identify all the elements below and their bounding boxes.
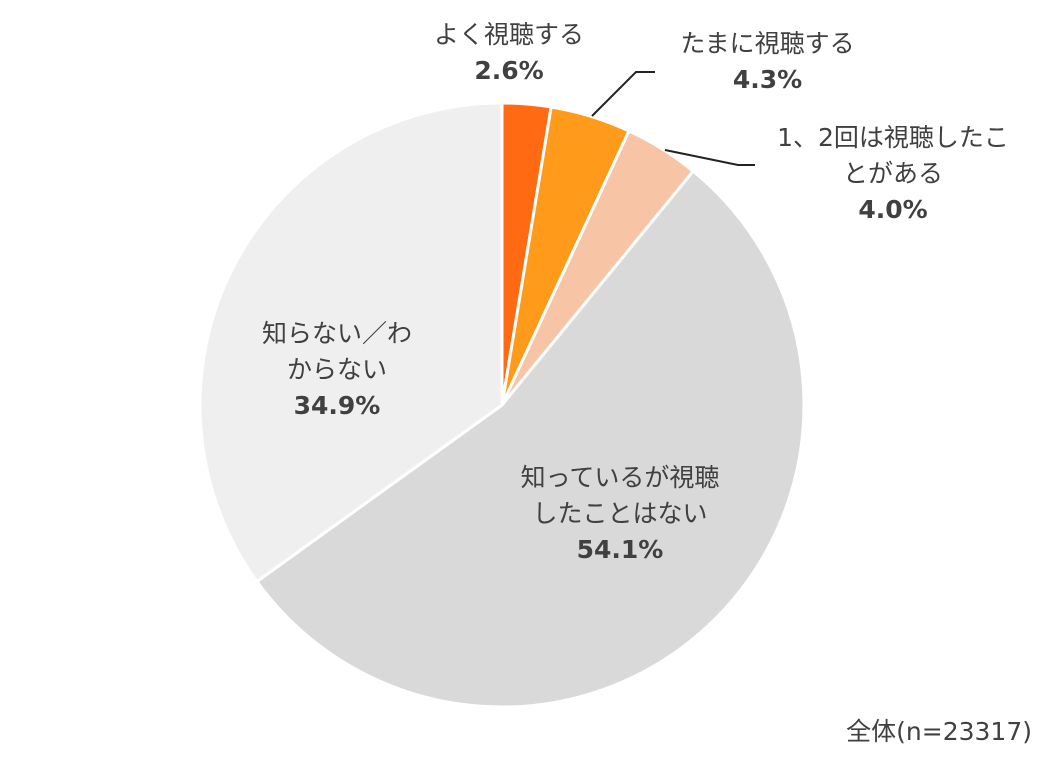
leader-line-tamani — [591, 71, 655, 117]
slice-label-text: 知っているが視聴 — [520, 463, 720, 492]
pie-slices — [198, 101, 806, 709]
slice-percent: 2.6% — [474, 56, 544, 85]
leader-lines — [591, 71, 755, 166]
slice-label-tamani: たまに視聴する 4.3% — [650, 26, 885, 98]
sample-size-note: 全体(n=23317) — [846, 717, 1032, 746]
slice-label-text: 知らない／わ — [261, 319, 412, 348]
slice-label-text: とがある — [842, 159, 943, 188]
slice-label-shiranai: 知らない／わ からない 34.9% — [222, 316, 452, 424]
slice-label-text: したことはない — [532, 499, 708, 528]
slice-label-text: たまに視聴する — [680, 29, 855, 58]
slice-label-text: 1、2回は視聴したこ — [777, 123, 1009, 152]
slice-percent: 4.3% — [732, 65, 803, 94]
slice-label-text: からない — [286, 355, 387, 384]
slice-percent: 4.0% — [858, 195, 928, 224]
slice-label-yoku: よく視聴する 2.6% — [404, 17, 614, 89]
pie-slice-3 — [254, 169, 806, 709]
slice-label-shitteiru: 知っているが視聴 したことはない 54.1% — [470, 460, 770, 568]
slice-label-ikkai: 1、2回は視聴したこ とがある 4.0% — [748, 120, 1038, 228]
slice-percent: 34.9% — [293, 391, 381, 420]
slice-percent: 54.1% — [576, 535, 664, 564]
slice-label-text: よく視聴する — [433, 20, 584, 49]
pie-slice-4 — [198, 101, 504, 584]
leader-line-ikkai — [664, 149, 755, 166]
